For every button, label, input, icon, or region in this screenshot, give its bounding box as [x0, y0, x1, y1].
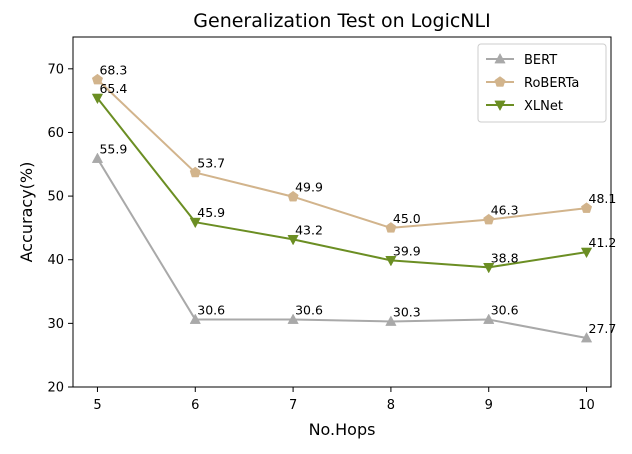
legend-marker-bert — [494, 52, 506, 64]
data-point-roberta — [581, 202, 593, 213]
series-line-xlnet — [96, 97, 587, 269]
data-point-xlnet — [189, 217, 201, 229]
legend: BERT RoBERTa XLNet — [477, 43, 607, 123]
data-label-xlnet: 43.2 — [295, 222, 323, 237]
legend-frame — [477, 43, 607, 123]
chart-title: Generalization Test on LogicNLI — [193, 10, 490, 32]
x-tick-label: 6 — [191, 398, 199, 413]
data-label-xlnet: 41.2 — [589, 235, 617, 250]
data-point-xlnet — [385, 255, 397, 267]
y-tick-label: 40 — [47, 253, 64, 268]
data-label-bert: 30.6 — [491, 303, 519, 318]
y-tick-label: 20 — [47, 381, 64, 396]
x-axis-title: No.Hops — [309, 420, 376, 439]
y-tick-label: 30 — [47, 317, 64, 332]
data-point-xlnet — [287, 234, 299, 246]
data-label-xlnet: 38.8 — [491, 250, 519, 265]
data-label-roberta: 68.3 — [99, 63, 127, 78]
data-point-roberta — [483, 213, 495, 225]
data-label-xlnet: 65.4 — [99, 81, 127, 96]
legend-label-xlnet: XLNet — [524, 99, 563, 114]
data-point-roberta — [189, 166, 201, 178]
data-point-roberta — [385, 222, 397, 233]
y-axis-title: Accuracy(%) — [17, 162, 36, 263]
legend-label-bert: BERT — [524, 53, 557, 68]
x-tick-label: 9 — [485, 398, 493, 413]
data-label-bert: 30.6 — [197, 303, 225, 318]
data-point-roberta — [287, 190, 299, 202]
legend-marker-roberta — [494, 76, 506, 87]
data-label-xlnet: 45.9 — [197, 205, 225, 220]
data-label-bert: 55.9 — [99, 142, 127, 157]
plot-area: 5 6 7 8 9 10 20 30 40 50 60 70 55.9 30.6 30.6 30.3 30.6 2… — [47, 62, 616, 413]
data-point-bert — [287, 313, 299, 324]
series-line-roberta — [96, 78, 587, 229]
data-label-roberta: 46.3 — [491, 203, 519, 218]
data-point-bert — [385, 315, 397, 326]
series-line-bert — [96, 158, 587, 339]
data-label-roberta: 53.7 — [197, 156, 225, 171]
x-tick-label: 7 — [289, 398, 297, 413]
y-tick-label: 70 — [47, 62, 64, 77]
data-label-bert: 30.6 — [295, 303, 323, 318]
data-label-bert: 27.7 — [589, 321, 617, 336]
y-tick-label: 60 — [47, 126, 64, 141]
data-point-xlnet — [483, 262, 495, 274]
x-tick-label: 8 — [387, 398, 395, 413]
data-point-roberta — [91, 73, 103, 85]
x-tick-label: 5 — [93, 398, 101, 413]
data-point-xlnet — [91, 93, 104, 105]
y-tick-label: 50 — [47, 190, 64, 205]
data-label-roberta: 49.9 — [295, 180, 323, 195]
legend-marker-xlnet — [494, 100, 506, 112]
data-point-bert — [91, 152, 104, 163]
data-label-roberta: 45.0 — [393, 211, 421, 226]
data-point-bert — [580, 331, 593, 343]
x-tick-label: 10 — [578, 398, 595, 413]
data-point-xlnet — [580, 247, 593, 259]
data-point-bert — [189, 313, 201, 324]
data-point-bert — [483, 313, 495, 324]
data-label-xlnet: 39.9 — [393, 243, 421, 258]
data-label-bert: 30.3 — [393, 304, 421, 319]
data-label-roberta: 48.1 — [589, 191, 617, 206]
plot-frame — [72, 36, 612, 388]
legend-label-roberta: RoBERTa — [524, 76, 579, 91]
